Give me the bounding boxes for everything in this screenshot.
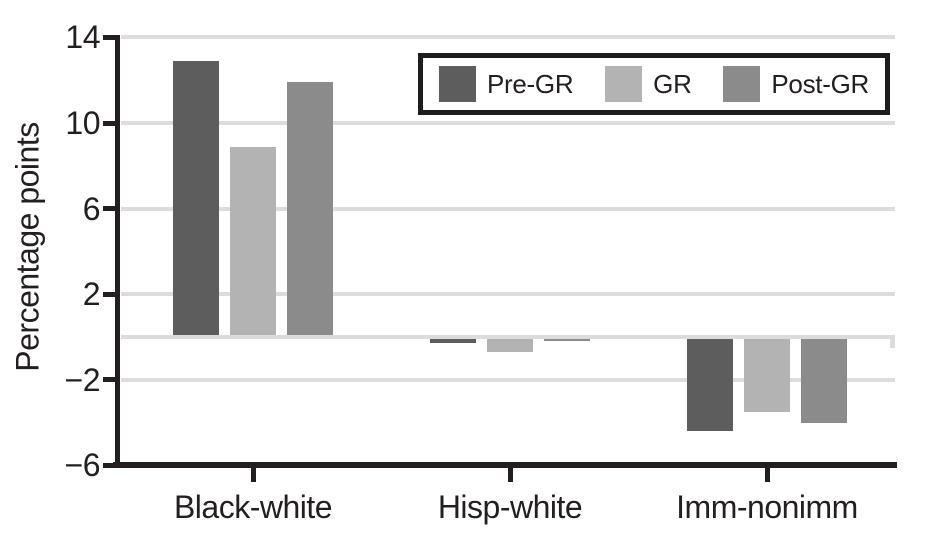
x-axis-line [113, 462, 897, 469]
bar-gr-black-white [230, 146, 276, 337]
y-tick--6 [103, 462, 120, 468]
y-tick-2 [103, 291, 120, 297]
legend-swatch-icon [439, 66, 476, 102]
y-tick-6 [103, 206, 120, 212]
bar-post-gr-imm-nonimm [801, 337, 847, 423]
gridline-10 [121, 121, 895, 125]
legend-swatch-icon [723, 66, 761, 102]
zero-gridline-notch [890, 337, 895, 348]
y-tick-label--2: −2 [64, 361, 101, 398]
bar-pre-gr-imm-nonimm [687, 337, 733, 432]
y-tick-label-6: 6 [82, 190, 101, 227]
x-category-label-black-white: Black-white [173, 489, 333, 525]
gridline-2 [121, 292, 895, 297]
x-tick-2 [507, 468, 513, 483]
legend-item-pre-gr: Pre-GR [439, 66, 574, 102]
legend-label: Post-GR [771, 69, 869, 99]
y-tick-label--6: −6 [64, 447, 101, 484]
legend-label: GR [653, 69, 692, 99]
y-tick-10 [103, 120, 120, 126]
legend-label: Pre-GR [487, 69, 574, 99]
zero-gridline-overlay [121, 335, 895, 339]
legend-swatch-icon [605, 66, 643, 102]
x-category-label-imm-nonimm: Imm-nonimm [676, 489, 858, 525]
gridline--2 [121, 377, 895, 382]
x-category-label-hisp-white: Hisp-white [437, 489, 583, 525]
y-axis-title: Percentage points [9, 122, 46, 372]
legend-item-post-gr: Post-GR [723, 66, 869, 102]
y-tick-label-10: 10 [65, 105, 100, 141]
gridline-6 [121, 206, 895, 211]
y-tick-label-14: 14 [65, 19, 100, 56]
x-tick-3 [764, 468, 770, 483]
gridline-14 [121, 35, 895, 40]
bar-pre-gr-black-white [173, 60, 219, 337]
x-tick-1 [250, 468, 256, 483]
y-tick--2 [103, 377, 120, 383]
bar-post-gr-hisp-white [544, 337, 590, 342]
y-axis-line [115, 35, 120, 469]
y-tick-label-2: 2 [82, 276, 101, 313]
legend: Pre-GR GR Post-GR [418, 53, 890, 115]
y-tick-14 [103, 34, 120, 40]
bar-post-gr-black-white [287, 82, 333, 337]
legend-item-gr: GR [605, 66, 692, 102]
bar-gr-hisp-white [487, 337, 533, 352]
bar-gr-imm-nonimm [744, 337, 790, 412]
bar-pre-gr-hisp-white [430, 337, 476, 344]
